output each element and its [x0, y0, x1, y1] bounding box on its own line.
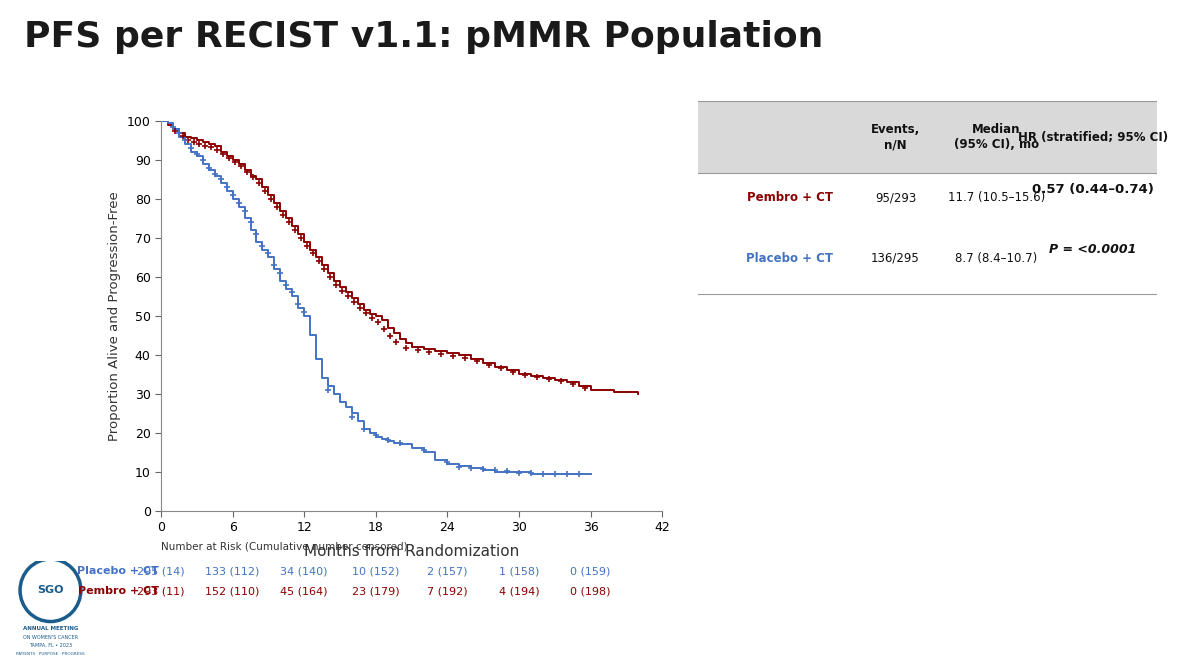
Text: 8.7 (8.4–10.7): 8.7 (8.4–10.7) [956, 251, 1038, 265]
Text: Number at Risk (Cumulative number censored): Number at Risk (Cumulative number censor… [161, 541, 408, 551]
Text: 7 (192): 7 (192) [427, 587, 468, 596]
Text: 4 (194): 4 (194) [499, 587, 539, 596]
Text: HR (stratified; 95% CI): HR (stratified; 95% CI) [1018, 130, 1168, 144]
Text: 293 (11): 293 (11) [137, 587, 185, 596]
Text: P = <0.0001: P = <0.0001 [1049, 243, 1137, 257]
Text: PATIENTS · PURPOSE · PROGRESS: PATIENTS · PURPOSE · PROGRESS [17, 652, 85, 656]
Text: 11.7 (10.5–15.6): 11.7 (10.5–15.6) [947, 191, 1045, 204]
Text: Pembro + CT: Pembro + CT [78, 587, 159, 596]
Text: Months from Randomization: Months from Randomization [304, 544, 519, 559]
Text: Events,
n/N: Events, n/N [871, 123, 920, 151]
Text: Placebo + CT: Placebo + CT [76, 566, 159, 576]
Text: 1 (158): 1 (158) [499, 566, 539, 576]
Text: 34 (140): 34 (140) [280, 566, 328, 576]
Text: TAMPA, FL • 2023: TAMPA, FL • 2023 [29, 643, 72, 648]
Y-axis label: Proportion Alive and Progression-Free: Proportion Alive and Progression-Free [109, 191, 122, 441]
Text: 0 (159): 0 (159) [570, 566, 611, 576]
Text: 152 (110): 152 (110) [205, 587, 260, 596]
Text: 95/293: 95/293 [874, 191, 916, 204]
Text: 136/295: 136/295 [871, 251, 920, 265]
Text: Pembro + CT: Pembro + CT [747, 191, 833, 204]
Text: 133 (112): 133 (112) [205, 566, 260, 576]
Text: Placebo + CT: Placebo + CT [747, 251, 833, 265]
Text: PFS per RECIST v1.1: pMMR Population: PFS per RECIST v1.1: pMMR Population [24, 20, 823, 54]
Text: 0.57 (0.44–0.74): 0.57 (0.44–0.74) [1032, 183, 1154, 196]
Text: 295 (14): 295 (14) [137, 566, 185, 576]
Bar [698, 101, 1157, 173]
Text: 45 (164): 45 (164) [280, 587, 328, 596]
Text: 10 (152): 10 (152) [352, 566, 400, 576]
Text: ANNUAL MEETING: ANNUAL MEETING [23, 626, 79, 631]
Text: 0 (198): 0 (198) [570, 587, 611, 596]
Text: Median
(95% CI), mo: Median (95% CI), mo [954, 123, 1039, 151]
Text: 23 (179): 23 (179) [352, 587, 400, 596]
Text: 2 (157): 2 (157) [427, 566, 468, 576]
Text: SGO: SGO [37, 585, 63, 595]
Text: ON WOMEN'S CANCER: ON WOMEN'S CANCER [23, 634, 78, 640]
